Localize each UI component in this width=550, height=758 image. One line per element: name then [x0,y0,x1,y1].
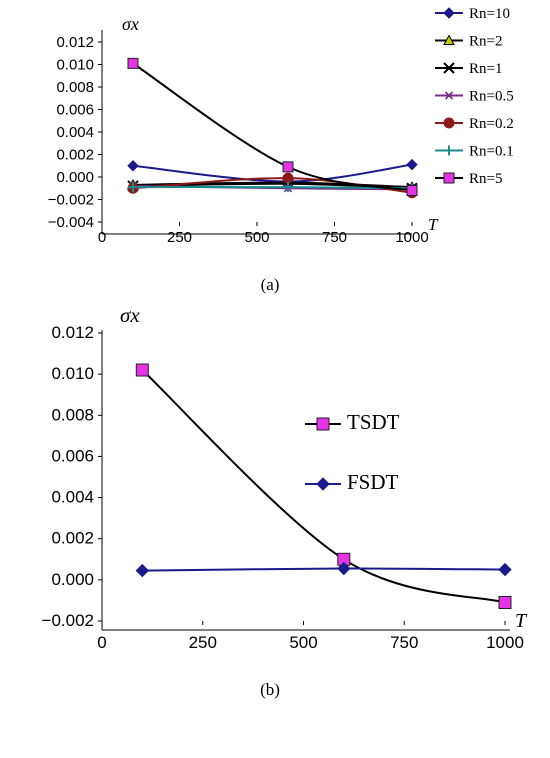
legend-label: Rn=0.2 [469,116,514,132]
y-axis-label-a: σx [122,14,139,34]
legend-marker [443,117,455,129]
y-tick-label: 0.004 [56,124,94,141]
x-tick-label: 1000 [395,229,428,246]
legend-label: Rn=1 [469,61,502,77]
y-tick-label: −0.002 [42,611,94,630]
panel-label-a: (a) [261,275,280,294]
legend-label: Rn=5 [469,171,502,187]
legend-label: Rn=0.1 [469,144,514,160]
y-tick-label: 0.002 [56,147,94,164]
legend-a: Rn=10 Rn=2 Rn=1 Rn=0.5 Rn=0.2 Rn=0.1 Rn=5 [435,6,514,187]
y-tick-label: 0.000 [56,169,94,186]
x-tick-label: 0 [98,229,106,246]
panel-label-b: (b) [260,680,280,699]
y-tick-label: 0.012 [56,34,94,51]
x-tick-label: 250 [189,633,217,652]
y-tick-label: 0.006 [51,446,94,465]
legend-marker [443,7,455,19]
data-point-FSDT [337,561,351,576]
y-tick-label: 0.002 [51,529,94,548]
data-point-Rn=0.1 [128,182,138,193]
y-tick-label: 0.010 [51,364,94,383]
y-tick-label: 0.006 [56,102,94,119]
legend-label: Rn=0.5 [469,89,514,105]
legend-marker [444,145,454,156]
data-point-TSDT [135,363,149,377]
data-point-TSDT [498,595,512,609]
x-tick-label: 500 [289,633,317,652]
series-line-FSDT [142,567,506,572]
data-point-Rn=5 [406,185,418,196]
y-tick-label: 0.008 [51,405,94,424]
data-point-Rn=0.2 [282,172,294,184]
data-point-Rn=5 [282,161,294,173]
legend-marker [443,172,455,184]
legend-marker [443,62,455,74]
panel-a: 0.012 0.010 0.008 0.006 0.004 0.002 0.000 −0.00… [48,6,514,294]
legend-b: TSDT FSDT [305,410,400,494]
y-tick-label: 0.000 [51,570,94,589]
y-tick-label: 0.010 [56,57,94,74]
x-tick-label: 0 [97,633,106,652]
legend-label: Rn=2 [469,34,502,50]
legend-marker [444,91,454,100]
legend-marker-stroke [444,91,454,100]
y-tick-label: −0.002 [48,192,94,209]
y-tick-label: 0.004 [51,488,94,507]
y-tick-label: 0.012 [51,323,94,342]
data-point-Rn=0.1 [283,182,293,193]
y-tick-label: −0.004 [48,214,94,231]
x-tick-label: 1000 [486,633,524,652]
x-tick-label: 500 [244,229,269,246]
data-point-FSDT [135,563,150,578]
x-tick-label: 750 [390,633,418,652]
x-axis-label-a: T [428,215,439,234]
x-tick-label: 750 [322,229,347,246]
data-point-FSDT [498,562,512,577]
legend-label: TSDT [347,410,400,434]
panel-b: 0.012 0.010 0.008 0.006 0.004 0.002 0.000 −0.00… [42,303,528,699]
data-point-Rn=10 [406,158,418,171]
data-point-Rn=10 [127,160,139,172]
x-axis-label-b: T [515,610,528,632]
legend-marker [316,477,330,491]
data-point-Rn=5 [127,57,139,69]
legend-label: Rn=10 [469,6,510,22]
y-tick-label: 0.008 [56,79,94,96]
legend-marker [443,34,455,45]
legend-marker [316,417,330,431]
legend-marker-stroke [443,62,455,74]
y-axis-label-b: σx [120,303,140,327]
x-tick-label: 250 [167,229,192,246]
legend-label: FSDT [347,470,399,494]
